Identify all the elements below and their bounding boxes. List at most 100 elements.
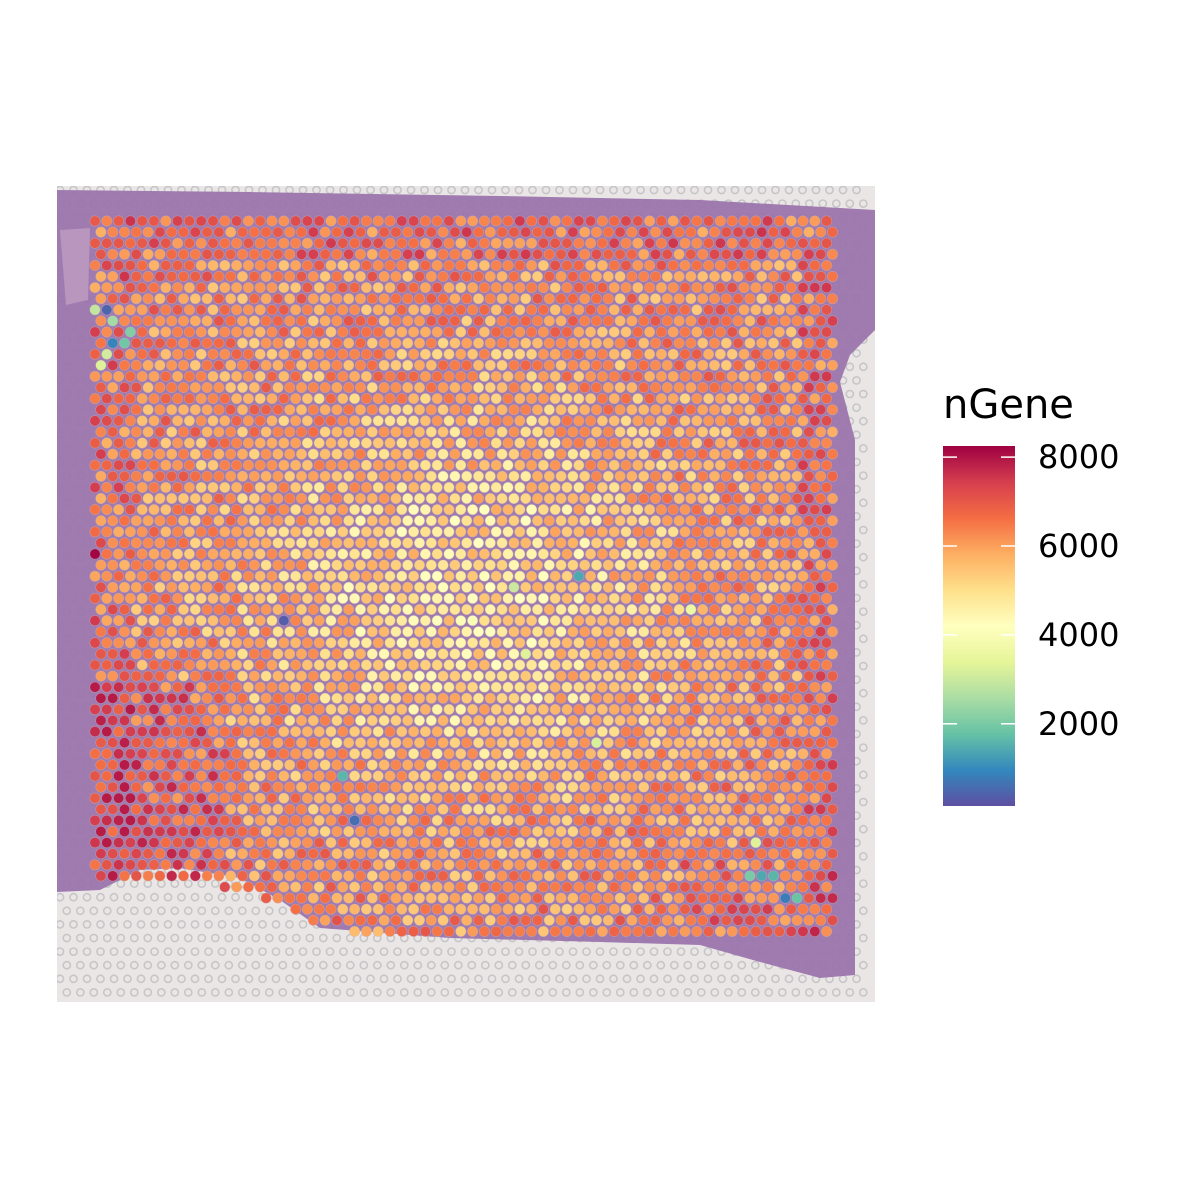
spot	[467, 304, 479, 316]
spot	[762, 703, 774, 715]
spot	[354, 515, 366, 527]
spot	[124, 748, 136, 760]
spot	[614, 492, 626, 504]
spot	[154, 337, 166, 349]
spot	[354, 270, 366, 282]
spot	[508, 426, 520, 438]
spot	[107, 781, 119, 793]
spot	[667, 637, 679, 649]
spot	[467, 770, 479, 782]
spot	[744, 781, 756, 793]
spot	[708, 515, 720, 527]
spot	[579, 825, 591, 837]
spot	[821, 259, 833, 271]
spot	[785, 703, 797, 715]
spot	[626, 293, 638, 305]
spot	[254, 348, 266, 360]
spot	[172, 570, 184, 582]
spot	[756, 581, 768, 593]
spot	[673, 648, 685, 660]
spot	[531, 537, 543, 549]
spot	[166, 470, 178, 482]
spot	[467, 370, 479, 382]
spot	[732, 404, 744, 416]
spot	[225, 626, 237, 638]
spot	[714, 770, 726, 782]
spot	[508, 914, 520, 926]
spot	[520, 648, 532, 660]
spot	[354, 714, 366, 726]
spot	[508, 848, 520, 860]
spot	[526, 348, 538, 360]
spot	[201, 559, 213, 571]
spot	[319, 759, 331, 771]
spot	[319, 426, 331, 438]
spot	[685, 670, 697, 682]
spot	[413, 293, 425, 305]
spot	[537, 859, 549, 871]
spot	[773, 526, 785, 538]
spot	[101, 304, 113, 316]
spot	[590, 293, 602, 305]
spot	[555, 914, 567, 926]
spot	[124, 481, 136, 493]
spot	[260, 692, 272, 704]
spot	[667, 215, 679, 227]
spot	[608, 726, 620, 738]
spot	[685, 359, 697, 371]
spot	[655, 770, 667, 782]
spot	[378, 670, 390, 682]
spot	[89, 526, 101, 538]
spot	[738, 259, 750, 271]
spot	[148, 415, 160, 427]
spot	[455, 370, 467, 382]
spot	[596, 903, 608, 915]
spot	[107, 714, 119, 726]
spot	[378, 248, 390, 260]
spot	[408, 903, 420, 915]
spot	[673, 537, 685, 549]
spot	[437, 226, 449, 238]
spot	[419, 681, 431, 693]
spot	[396, 215, 408, 227]
spot	[526, 481, 538, 493]
spot	[490, 326, 502, 338]
spot	[372, 370, 384, 382]
spot	[237, 781, 249, 793]
spot	[549, 859, 561, 871]
spot	[561, 792, 573, 804]
spot	[366, 359, 378, 371]
spot	[803, 737, 815, 749]
spot	[319, 870, 331, 882]
spot	[673, 737, 685, 749]
spot	[142, 270, 154, 282]
spot	[89, 859, 101, 871]
spot	[703, 393, 715, 405]
spot	[526, 437, 538, 449]
spot	[632, 570, 644, 582]
spot	[632, 215, 644, 227]
spot	[821, 393, 833, 405]
spot	[738, 659, 750, 671]
spot	[502, 304, 514, 316]
spot	[319, 825, 331, 837]
spot	[602, 515, 614, 527]
spot	[349, 925, 361, 937]
spot	[113, 814, 125, 826]
spot	[148, 326, 160, 338]
spot	[585, 637, 597, 649]
spot	[526, 792, 538, 804]
spot	[107, 737, 119, 749]
spot	[390, 648, 402, 660]
spot	[478, 659, 490, 671]
spot	[620, 348, 632, 360]
spot	[366, 404, 378, 416]
spot	[785, 459, 797, 471]
spot	[679, 526, 691, 538]
spot	[726, 814, 738, 826]
spot	[596, 615, 608, 627]
spot	[697, 559, 709, 571]
spot	[337, 726, 349, 738]
spot	[708, 803, 720, 815]
spot	[425, 492, 437, 504]
